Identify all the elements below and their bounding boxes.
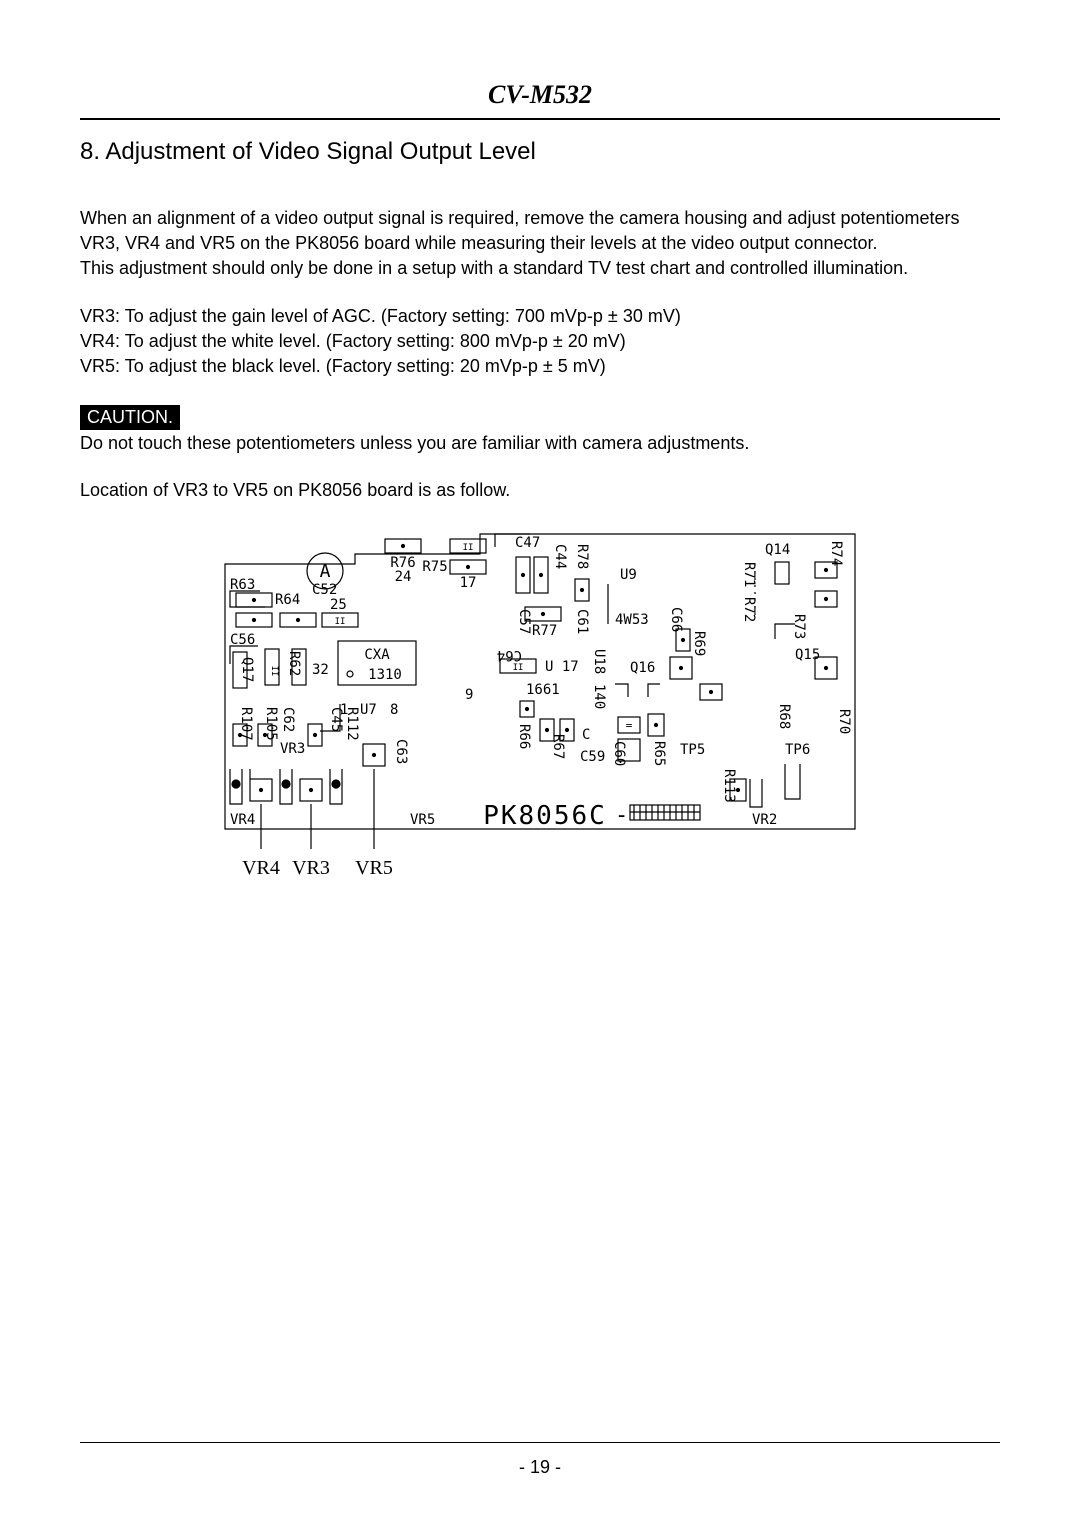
ref-C59: C59 — [580, 749, 605, 765]
ref-R68: R68 — [776, 704, 792, 729]
ref-4W53: 4W53 — [615, 612, 649, 628]
svg-text:II: II — [513, 663, 524, 673]
ref-R77: R77 — [532, 623, 557, 639]
svg-text:II: II — [463, 543, 474, 553]
ref-C61: C61 — [574, 609, 590, 634]
ref-C47: C47 — [515, 535, 540, 551]
ref-C: C — [582, 727, 590, 743]
caution-label: CAUTION. — [80, 405, 180, 430]
rule-bottom — [80, 1442, 1000, 1443]
ref-Q17: Q17 — [239, 657, 255, 682]
ref-R113: R113 — [721, 769, 737, 803]
ref-U9: U9 — [620, 567, 637, 583]
ref-140: 140 — [591, 684, 607, 709]
vr-settings-list: VR3: To adjust the gain level of AGC. (F… — [80, 304, 1000, 380]
ref-R66: R66 — [516, 724, 532, 749]
ref-R73: R73 — [791, 614, 807, 639]
ref-R65: R65 — [651, 741, 667, 766]
diagram-container: A R76 24 II R75 17 C47 C44 R78 R63 R64 C… — [80, 529, 1000, 904]
ref-1310: 1310 — [368, 667, 402, 683]
para2: This adjustment should only be done in a… — [80, 258, 908, 278]
ref-CXA: CXA — [364, 647, 390, 663]
ref-25: 25 — [330, 597, 347, 613]
ref-C52: C52 — [312, 582, 337, 598]
ref-Q16: Q16 — [630, 660, 655, 676]
ref-VR2: VR2 — [752, 812, 777, 828]
ref-R67: R67 — [550, 734, 566, 759]
ref-R62: R62 — [286, 651, 302, 676]
ref-17: 17 — [460, 575, 477, 591]
ref-U18: U18 — [591, 649, 607, 674]
ref-TP6: TP6 — [785, 742, 810, 758]
board-title: PK8056C — [483, 801, 607, 831]
ref-U7: U7 — [360, 702, 377, 718]
section-heading: 8. Adjustment of Video Signal Output Lev… — [80, 138, 1000, 166]
location-text: Location of VR3 to VR5 on PK8056 board i… — [80, 480, 1000, 501]
page-title: CV-M532 — [80, 80, 1000, 110]
ref-C63: C63 — [393, 739, 409, 764]
ref-C45: C45 — [328, 707, 344, 732]
ref-R64: R64 — [275, 592, 300, 608]
ref-VR5: VR5 — [410, 812, 435, 828]
ref-R75: R75 — [422, 559, 447, 575]
svg-text:II: II — [269, 666, 279, 677]
vr5-line: VR5: To adjust the black level. (Factory… — [80, 354, 1000, 379]
ref-R70: R70 — [836, 709, 852, 734]
ref-8: 8 — [390, 702, 398, 718]
ref-A: A — [320, 561, 331, 582]
ref-C57: C57 — [516, 609, 532, 634]
ref-C62: C62 — [280, 707, 296, 732]
ref-9: 9 — [465, 687, 473, 703]
ref-VR3: VR3 — [280, 741, 305, 757]
ref-C60: C60 — [611, 741, 627, 766]
ref-R78: R78 — [574, 544, 590, 569]
vr3-line: VR3: To adjust the gain level of AGC. (F… — [80, 304, 1000, 329]
ref-1661: 1661 — [526, 682, 560, 698]
callout-vr4: VR4 — [242, 857, 280, 879]
ref-32: 32 — [312, 662, 329, 678]
ref-VR4: VR4 — [230, 812, 255, 828]
paragraph-intro: When an alignment of a video output sign… — [80, 206, 1000, 282]
caution-text: Do not touch these potentiometers unless… — [80, 433, 1000, 454]
callout-vr3: VR3 — [292, 857, 330, 879]
ref-U17: U 17 — [545, 659, 579, 675]
svg-text:=: = — [626, 719, 633, 732]
rule-top — [80, 118, 1000, 120]
ref-Q14: Q14 — [765, 542, 790, 558]
svg-text:-: - — [615, 803, 628, 828]
callout-vr5: VR5 — [355, 857, 393, 879]
ref-R69: R69 — [691, 631, 707, 656]
ref-24: 24 — [395, 569, 412, 585]
page-number: - 19 - — [80, 1457, 1000, 1478]
ref-TP5: TP5 — [680, 742, 705, 758]
ref-C44: C44 — [552, 544, 568, 569]
vr4-line: VR4: To adjust the white level. (Factory… — [80, 329, 1000, 354]
para1: When an alignment of a video output sign… — [80, 208, 960, 253]
ref-R112: R112 — [344, 707, 360, 741]
pcb-diagram: A R76 24 II R75 17 C47 C44 R78 R63 R64 C… — [220, 529, 860, 904]
footer: - 19 - — [80, 1442, 1000, 1478]
ref-Q15: Q15 — [795, 647, 820, 663]
svg-text:II: II — [335, 617, 346, 627]
